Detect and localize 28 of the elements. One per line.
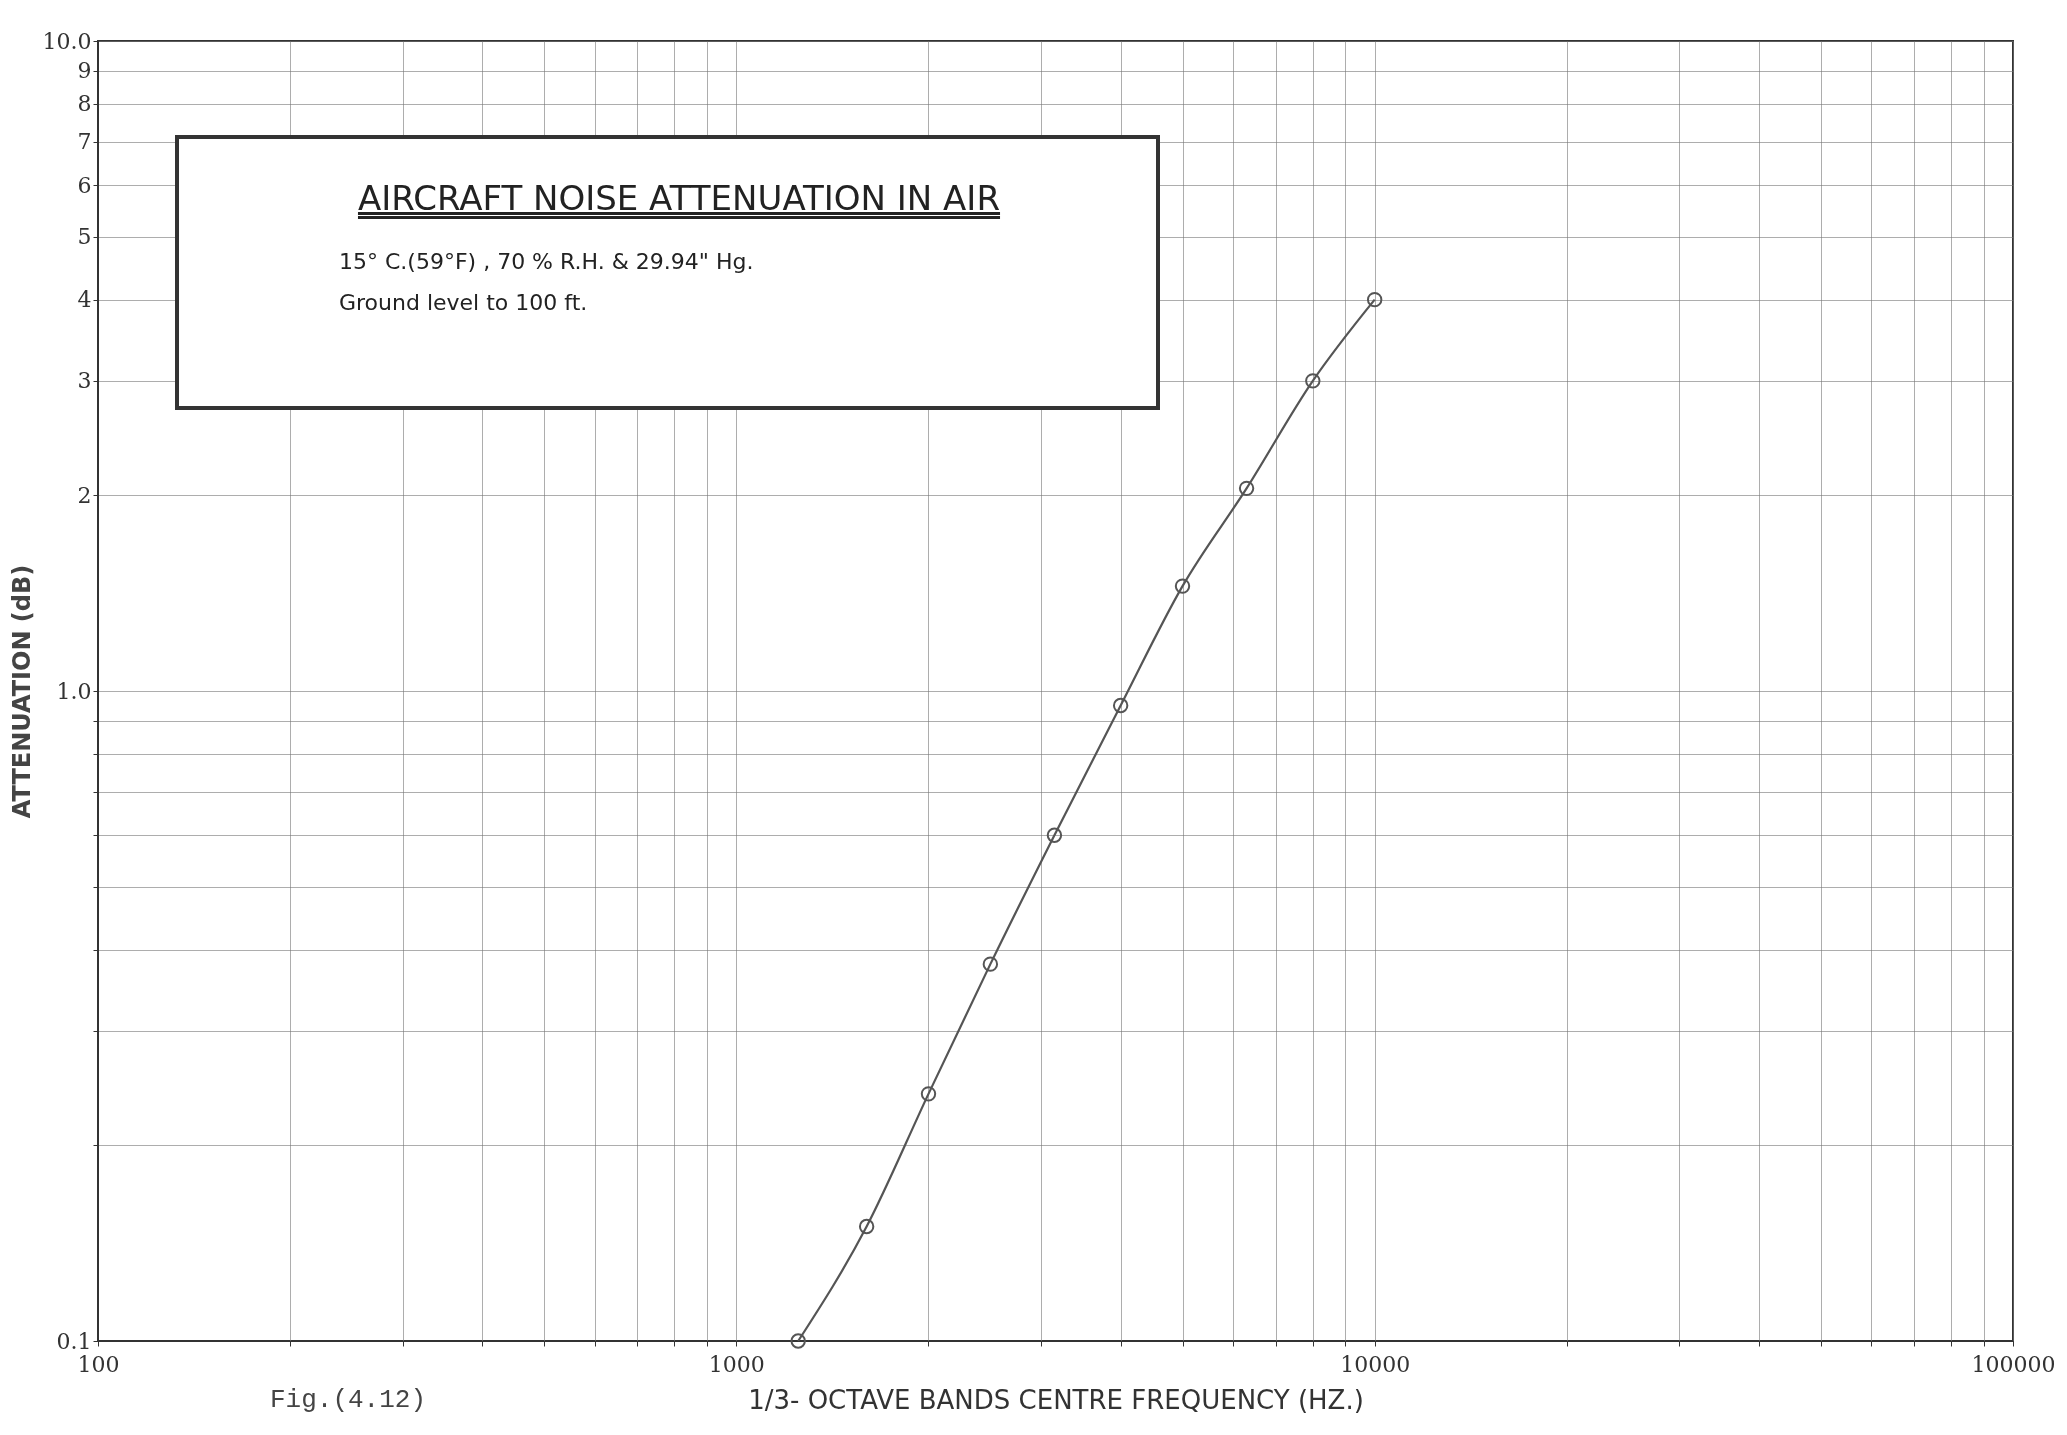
y-tick-label: 5: [77, 224, 92, 250]
x-tick-label: 1000: [708, 1351, 765, 1377]
point: [1046, 827, 1063, 843]
point: [790, 1333, 806, 1349]
y-tick-label: 1.0: [56, 678, 92, 704]
title-box: AIRCRAFT NOISE ATTENUATION IN AIR 15° C.(59°F) , 70 % R.H. & 29.94" Hg. Ground level to 100 ft.: [175, 135, 1160, 410]
x-tick-label: 100: [77, 1351, 120, 1377]
y-tick-label: 2: [77, 482, 92, 508]
x-axis-title: 1/3- OCTAVE BANDS CENTRE FREQUENCY (HZ.): [748, 1384, 1364, 1415]
point: [1174, 578, 1191, 594]
point: [920, 1086, 937, 1102]
point: [1366, 291, 1383, 308]
y-tick-label: 0.1: [56, 1328, 92, 1354]
y-axis-title: ATTENUATION (dB): [7, 564, 36, 819]
text: Fig.(4.12): [270, 1385, 427, 1415]
annotation: Ground level to 100 ft.: [339, 290, 589, 315]
point: [982, 956, 999, 972]
y-tick-label: 10.0: [42, 28, 92, 54]
point: [1112, 697, 1129, 714]
y-tick-label: 7: [77, 129, 92, 155]
y-tick-label: 4: [77, 287, 92, 313]
y-tick-label: 8: [77, 91, 92, 117]
point: [1238, 480, 1255, 497]
x-tick-label: 10000: [1340, 1351, 1411, 1377]
y-tick-label: 3: [77, 368, 92, 394]
y-tick-label: 9: [77, 58, 92, 84]
y-tick-label: 6: [77, 172, 92, 198]
x-tick-label: 100000: [1971, 1351, 2056, 1377]
